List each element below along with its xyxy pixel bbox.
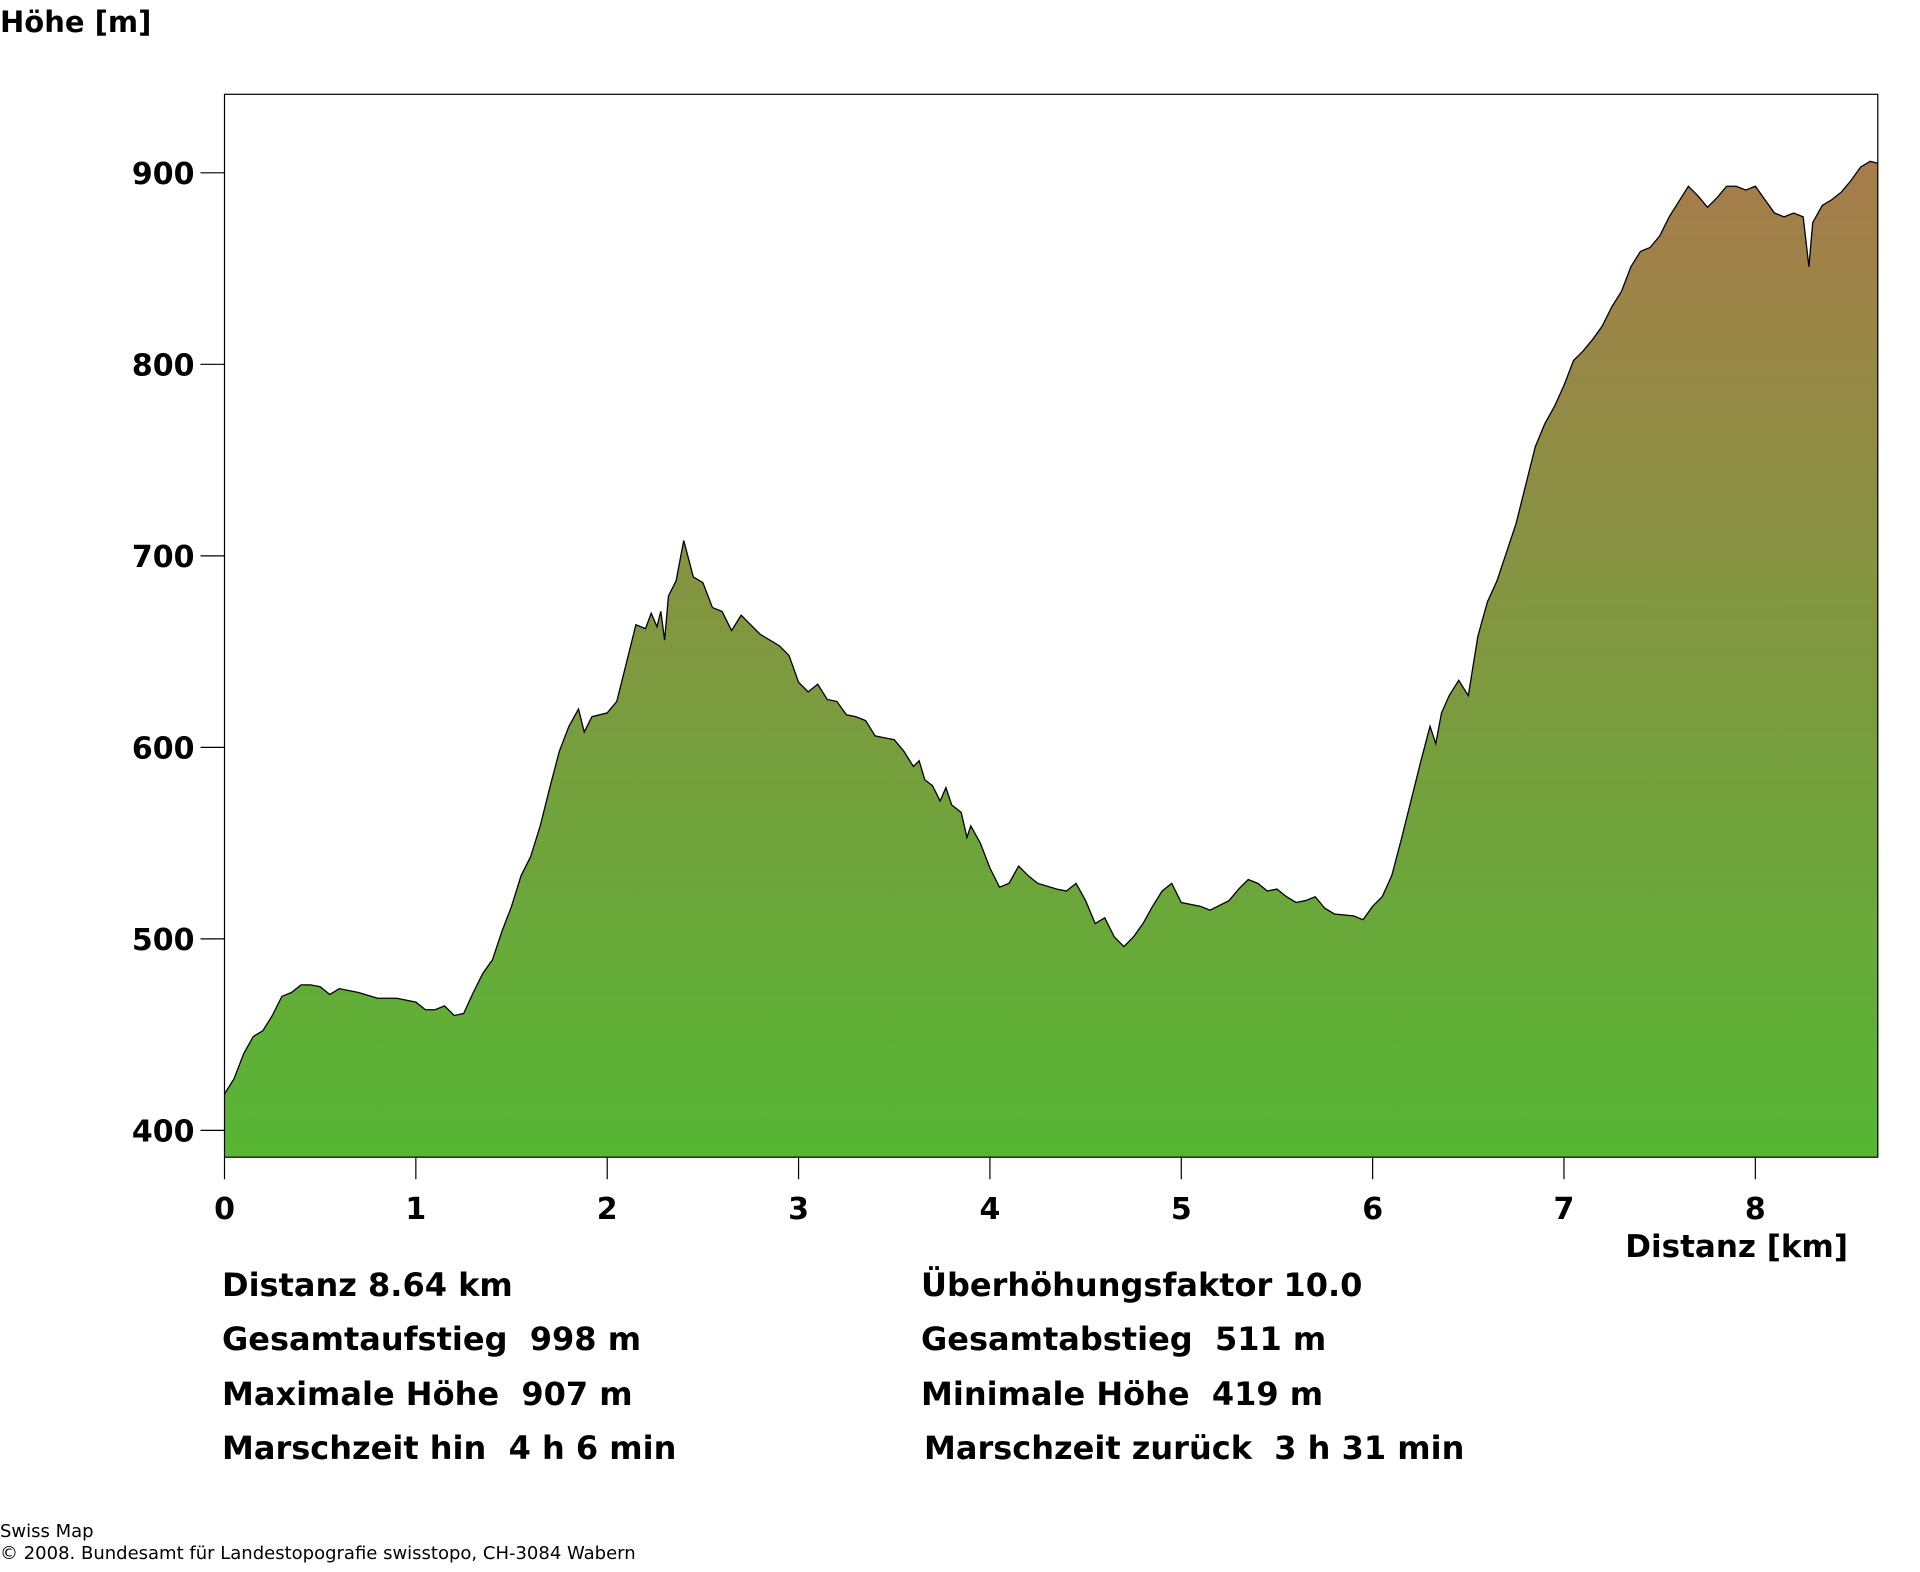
- x-tick-label: 3: [788, 1192, 809, 1227]
- stat: Überhöhungsfaktor 10.0: [921, 1266, 1362, 1304]
- y-tick-label: 400: [132, 1114, 195, 1149]
- footer-text: © 2008. Bundesamt für Landestopografie s…: [0, 1543, 636, 1564]
- y-tick-label: 800: [132, 348, 195, 383]
- x-axis-label: Distanz [km]: [1625, 1229, 1848, 1265]
- x-tick-label: 0: [214, 1192, 235, 1227]
- x-tick-label: 4: [979, 1192, 1000, 1227]
- plot-frame: [223, 93, 1879, 1158]
- x-tick-label: 7: [1554, 1192, 1575, 1227]
- x-tick-label: 6: [1362, 1192, 1383, 1227]
- stat: Marschzeit hin 4 h 6 min: [222, 1429, 676, 1467]
- y-tick-label: 600: [132, 731, 195, 766]
- x-tick-label: 5: [1171, 1192, 1192, 1227]
- stat: Gesamtaufstieg 998 m: [222, 1320, 641, 1358]
- footer-text: Swiss Map: [0, 1521, 94, 1542]
- x-tick-label: 8: [1745, 1192, 1766, 1227]
- y-tick-label: 700: [132, 540, 195, 575]
- x-tick-label: 1: [405, 1192, 426, 1227]
- stat: Marschzeit zurück 3 h 31 min: [924, 1429, 1464, 1467]
- stat: Gesamtabstieg 511 m: [921, 1320, 1326, 1358]
- area: [224, 161, 1878, 1158]
- x-tick-label: 2: [597, 1192, 618, 1227]
- y-axis-label: Höhe [m]: [0, 5, 151, 39]
- y-tick-label: 900: [132, 157, 195, 192]
- stat: Minimale Höhe 419 m: [921, 1375, 1323, 1413]
- stat: Distanz 8.64 km: [222, 1266, 513, 1304]
- y-tick-label: 500: [132, 923, 195, 958]
- stat: Maximale Höhe 907 m: [222, 1375, 633, 1413]
- profile-line: [223, 160, 1878, 1095]
